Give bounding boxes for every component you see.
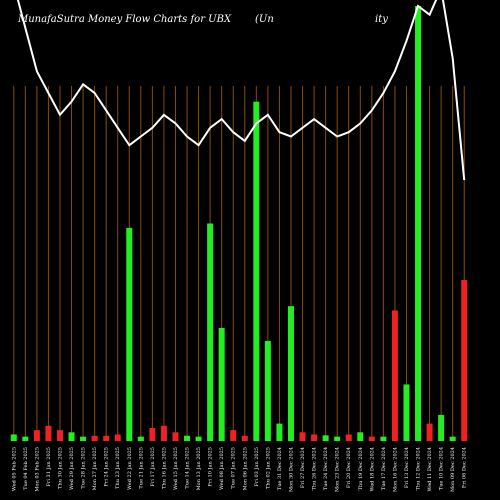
x-tick-label: Mon 06 Jan 2025 (242, 447, 248, 490)
x-tick-label: Mon 03 Feb 2025 (34, 447, 40, 492)
bar (114, 434, 121, 441)
bar (299, 432, 306, 441)
bar (368, 436, 375, 441)
bar (160, 425, 167, 441)
bar (438, 414, 445, 441)
x-tick-label: Mon 13 Jan 2025 (196, 447, 202, 490)
x-tick-label: Fri 27 Dec 2024 (300, 447, 306, 488)
x-tick-label: Wed 29 Jan 2025 (69, 447, 75, 490)
bar (264, 340, 271, 441)
x-tick-label: Tue 14 Jan 2025 (185, 447, 191, 489)
bar (287, 306, 294, 441)
x-tick-label: Mon 16 Dec 2024 (392, 447, 398, 492)
x-tick-label: Fri 06 Dec 2024 (462, 447, 468, 488)
x-tick-label: Thu 23 Jan 2025 (115, 447, 121, 489)
bar (80, 436, 87, 441)
bar (91, 435, 98, 441)
x-tick-labels: Wed 05 Feb 2025 Tue 04 Feb 2025 Mon 03 Feb… (11, 447, 467, 492)
x-tick-label: Wed 15 Jan 2025 (173, 447, 179, 490)
bar (149, 427, 156, 441)
bar (45, 425, 52, 441)
bar (426, 423, 433, 441)
bar (357, 432, 364, 441)
bar (403, 384, 410, 441)
bar (311, 434, 318, 441)
x-tick-label: Tue 10 Dec 2024 (439, 447, 445, 490)
bar (345, 434, 352, 441)
bar (218, 327, 225, 441)
bars (10, 6, 468, 441)
bar (172, 432, 179, 441)
x-tick-label: Thu 30 Jan 2025 (57, 447, 63, 489)
bar (334, 436, 341, 441)
x-tick-label: Tue 07 Jan 2025 (231, 447, 237, 489)
x-tick-label: Fri 24 Jan 2025 (104, 447, 110, 487)
x-tick-label: Thu 26 Dec 2024 (312, 447, 318, 490)
bar (241, 435, 248, 441)
x-tick-label: Thu 19 Dec 2024 (358, 447, 364, 490)
x-tick-label: Tue 24 Dec 2024 (323, 447, 329, 490)
x-tick-label: Fri 13 Dec 2024 (404, 447, 410, 488)
bar (126, 227, 133, 441)
bar (68, 432, 75, 441)
bar (56, 430, 63, 441)
bar (322, 435, 329, 441)
chart-title-fragment-1: (Un (255, 14, 274, 25)
x-tick-label: Mon 23 Dec 2024 (335, 447, 341, 492)
x-tick-label: Tue 21 Jan 2025 (138, 447, 144, 489)
x-tick-label: Wed 18 Dec 2024 (369, 447, 375, 492)
bar (253, 101, 260, 441)
bar (380, 436, 387, 441)
x-tick-label: Fri 31 Jan 2025 (46, 447, 52, 487)
x-tick-label: Mon 27 Jan 2025 (92, 447, 98, 490)
bar (276, 423, 283, 441)
x-tick-label: Thu 02 Jan 2025 (265, 447, 271, 489)
x-tick-label: Tue 28 Jan 2025 (81, 447, 87, 489)
bar (449, 436, 456, 441)
bar (10, 434, 17, 441)
bar (33, 430, 40, 441)
x-tick-label: Mon 09 Dec 2024 (450, 447, 456, 492)
bar (461, 280, 468, 441)
x-tick-label: Wed 05 Feb 2025 (11, 447, 17, 491)
bar (103, 435, 110, 441)
x-tick-label: Thu 16 Jan 2025 (161, 447, 167, 489)
bar (22, 436, 29, 441)
price-line (16, 0, 466, 181)
x-tick-label: Wed 22 Jan 2025 (127, 447, 133, 490)
bar (415, 6, 422, 441)
x-tick-label: Tue 17 Dec 2024 (381, 447, 387, 490)
bar (391, 310, 398, 441)
bar (207, 223, 214, 441)
chart-title-fragment-2: ity (375, 14, 388, 25)
x-tick-label: Wed 08 Jan 2025 (219, 447, 225, 490)
x-tick-label: Fri 20 Dec 2024 (346, 447, 352, 488)
chart-title: MunafaSutra Money Flow Charts for UBX (17, 14, 232, 25)
x-tick-label: Fri 10 Jan 2025 (208, 447, 214, 487)
bar (137, 436, 144, 441)
x-tick-label: Wed 11 Dec 2024 (427, 447, 433, 492)
bar (195, 436, 202, 441)
x-tick-label: Mon 30 Dec 2024 (288, 447, 294, 492)
x-tick-label: Tue 31 Dec 2024 (277, 447, 283, 490)
x-tick-label: Fri 03 Jan 2025 (254, 447, 260, 487)
x-tick-label: Fri 17 Jan 2025 (150, 447, 156, 487)
price-line-layer (16, 0, 466, 181)
bar (184, 435, 191, 441)
bar (230, 430, 237, 441)
x-tick-label: Tue 04 Feb 2025 (23, 447, 29, 490)
x-tick-label: Thu 12 Dec 2024 (416, 447, 422, 490)
